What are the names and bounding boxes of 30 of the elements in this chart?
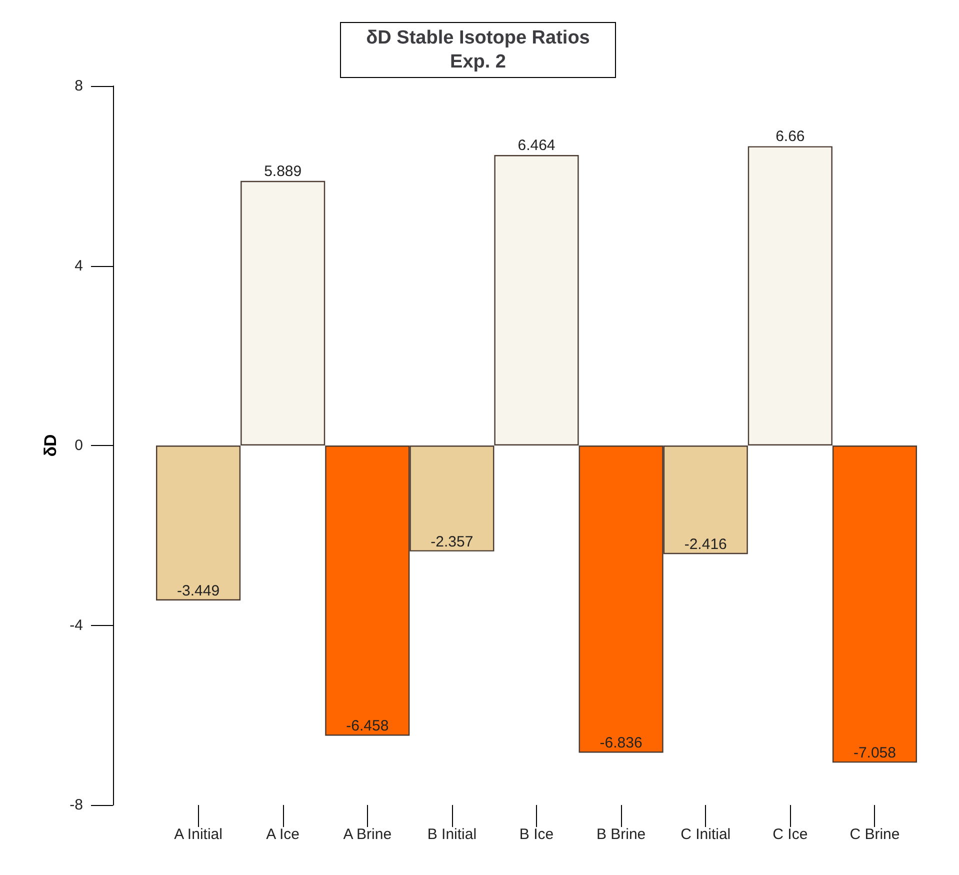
- x-tick-label: C Ice: [772, 826, 808, 843]
- x-tick-label: A Brine: [343, 826, 392, 843]
- y-tick-label: 8: [74, 78, 83, 94]
- x-tick-label: C Brine: [850, 826, 900, 843]
- data-label: -7.058: [853, 744, 896, 762]
- data-label: -6.836: [600, 734, 642, 752]
- x-tick-label: A Ice: [266, 826, 300, 843]
- bar: [494, 155, 579, 446]
- y-tick-label: -8: [70, 796, 83, 814]
- x-tick-label: B Brine: [596, 826, 646, 843]
- data-label: 6.66: [776, 128, 805, 146]
- y-axis-title: δD: [40, 434, 60, 457]
- bar: [832, 446, 917, 763]
- data-label: -2.416: [684, 536, 727, 554]
- data-label: 6.464: [518, 137, 556, 154]
- data-label: -6.458: [346, 718, 389, 735]
- x-tick-label: A Initial: [174, 826, 222, 843]
- data-label: 5.889: [264, 162, 302, 180]
- y-tick-label: 0: [74, 437, 83, 454]
- x-tick-label: B Ice: [519, 826, 554, 843]
- x-tick-label: B Initial: [427, 826, 477, 843]
- data-label: -2.357: [430, 533, 474, 550]
- bar: [240, 180, 326, 446]
- y-tick-label: 4: [74, 257, 83, 274]
- y-tick-label: -4: [70, 616, 83, 634]
- x-tick-label: C Initial: [680, 826, 731, 843]
- bar: [156, 446, 241, 600]
- chart-title: δD Stable Isotope Ratios Exp. 2: [366, 28, 590, 72]
- data-label: -3.449: [177, 582, 220, 600]
- bar: [748, 146, 832, 446]
